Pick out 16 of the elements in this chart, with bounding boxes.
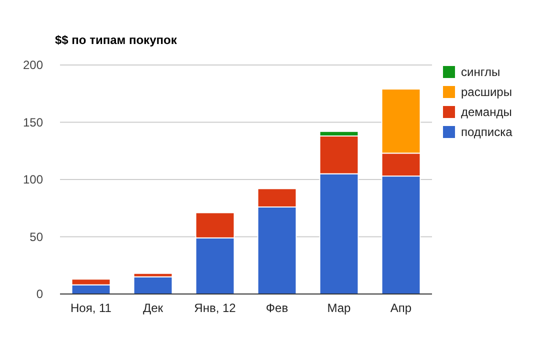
chart-title: $$ по типам покупок (55, 33, 178, 47)
x-tick-label: Дек (142, 301, 164, 315)
legend-label: деманды (461, 105, 512, 119)
y-tick-label: 0 (36, 287, 44, 301)
y-tick-label: 100 (22, 172, 44, 186)
x-tick-label: Апр (390, 301, 412, 315)
legend-label: подписка (461, 125, 513, 139)
y-tick-label: 200 (22, 58, 44, 72)
y-tick-label: 150 (22, 115, 44, 130)
x-tick-label: Ноя, 11 (70, 301, 112, 315)
x-tick-label: Мар (327, 301, 352, 315)
x-tick-label: Янв, 12 (194, 301, 236, 315)
y-tick-label: 50 (30, 230, 44, 244)
legend-label: синглы (461, 65, 500, 79)
x-tick-label: Фев (266, 301, 288, 315)
legend-label: расширы (461, 85, 512, 99)
